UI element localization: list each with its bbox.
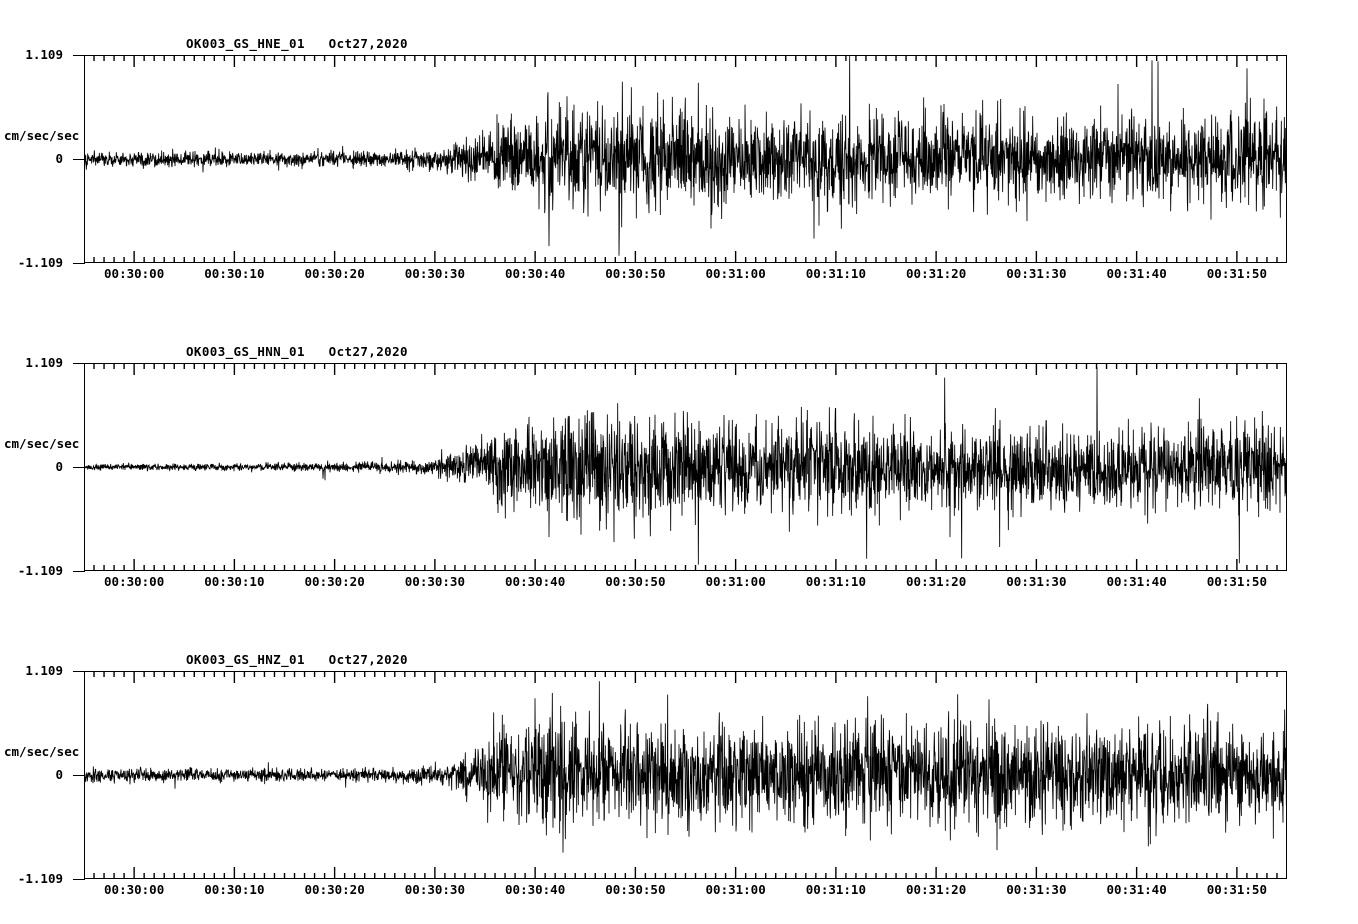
y-axis-zero-label: 0	[55, 767, 63, 782]
seismogram-panel-hnn: OK003_GS_HNN_01 Oct27,2020 1.109 cm/sec/…	[0, 316, 1358, 612]
x-axis-tick-label: 00:30:40	[505, 266, 566, 281]
y-axis-max-label: 1.109	[25, 47, 63, 62]
y-tick-max	[73, 55, 85, 56]
y-tick-min	[73, 571, 85, 572]
waveform-svg	[83, 671, 1288, 879]
y-axis-max-label: 1.109	[25, 355, 63, 370]
x-axis-tick-label: 00:30:30	[404, 882, 465, 897]
x-axis-tick-label: 00:30:00	[104, 266, 165, 281]
x-axis-tick-label: 00:30:30	[404, 266, 465, 281]
x-axis-tick-label: 00:30:00	[104, 574, 165, 589]
y-tick-max	[73, 363, 85, 364]
x-axis-tick-label: 00:31:30	[1006, 574, 1067, 589]
x-axis-tick-label: 00:31:40	[1106, 882, 1167, 897]
y-axis-unit-label: cm/sec/sec	[4, 128, 80, 143]
x-axis-tick-label: 00:30:10	[204, 574, 265, 589]
y-tick-zero	[73, 159, 85, 160]
y-axis-unit-label: cm/sec/sec	[4, 436, 80, 451]
x-axis-tick-label: 00:31:40	[1106, 266, 1167, 281]
x-axis-tick-label: 00:31:10	[805, 574, 866, 589]
waveform-trace	[83, 681, 1288, 853]
y-tick-min	[73, 879, 85, 880]
y-axis-unit-label: cm/sec/sec	[4, 744, 80, 759]
x-axis-tick-label: 00:30:20	[304, 882, 365, 897]
x-axis-tick-label: 00:30:10	[204, 882, 265, 897]
waveform-trace	[83, 55, 1288, 256]
waveform-svg	[83, 55, 1288, 263]
x-axis-tick-label: 00:31:40	[1106, 574, 1167, 589]
x-axis-tick-label: 00:31:10	[805, 266, 866, 281]
x-axis-tick-label: 00:30:20	[304, 574, 365, 589]
waveform-svg	[83, 363, 1288, 571]
y-tick-zero	[73, 775, 85, 776]
x-axis-tick-label: 00:31:00	[705, 266, 766, 281]
waveform-trace	[83, 367, 1288, 565]
y-tick-min	[73, 263, 85, 264]
x-axis-tick-label: 00:31:00	[705, 882, 766, 897]
plot-area	[83, 671, 1288, 879]
x-axis-tick-label: 00:31:00	[705, 574, 766, 589]
x-axis-tick-label: 00:30:50	[605, 266, 666, 281]
y-tick-max	[73, 671, 85, 672]
panel-title: OK003_GS_HNZ_01 Oct27,2020	[186, 652, 408, 667]
plot-area	[83, 363, 1288, 571]
x-axis-tick-label: 00:30:20	[304, 266, 365, 281]
x-axis-tick-label: 00:30:50	[605, 882, 666, 897]
seismogram-panel-hnz: OK003_GS_HNZ_01 Oct27,2020 1.109 cm/sec/…	[0, 624, 1358, 920]
plot-area	[83, 55, 1288, 263]
x-axis-tick-label: 00:30:40	[505, 574, 566, 589]
y-axis-zero-label: 0	[55, 151, 63, 166]
y-axis-max-label: 1.109	[25, 663, 63, 678]
x-axis-tick-label: 00:31:50	[1206, 266, 1267, 281]
x-axis-tick-label: 00:31:20	[906, 574, 967, 589]
x-axis-tick-label: 00:30:00	[104, 882, 165, 897]
x-axis-tick-label: 00:31:20	[906, 882, 967, 897]
x-axis-tick-label: 00:31:20	[906, 266, 967, 281]
x-axis-tick-label: 00:31:10	[805, 882, 866, 897]
x-axis-tick-label: 00:31:50	[1206, 574, 1267, 589]
x-axis-tick-label: 00:30:10	[204, 266, 265, 281]
y-axis-zero-label: 0	[55, 459, 63, 474]
seismogram-panel-hne: OK003_GS_HNE_01 Oct27,2020 1.109 cm/sec/…	[0, 8, 1358, 304]
x-axis-tick-label: 00:30:30	[404, 574, 465, 589]
x-axis-tick-label: 00:30:50	[605, 574, 666, 589]
panel-title: OK003_GS_HNN_01 Oct27,2020	[186, 344, 408, 359]
y-tick-zero	[73, 467, 85, 468]
x-axis-tick-label: 00:30:40	[505, 882, 566, 897]
x-axis-tick-label: 00:31:30	[1006, 266, 1067, 281]
panel-title: OK003_GS_HNE_01 Oct27,2020	[186, 36, 408, 51]
x-axis-tick-label: 00:31:30	[1006, 882, 1067, 897]
y-axis-min-label: -1.109	[17, 871, 63, 886]
y-axis-min-label: -1.109	[17, 563, 63, 578]
y-axis-min-label: -1.109	[17, 255, 63, 270]
x-axis-tick-label: 00:31:50	[1206, 882, 1267, 897]
